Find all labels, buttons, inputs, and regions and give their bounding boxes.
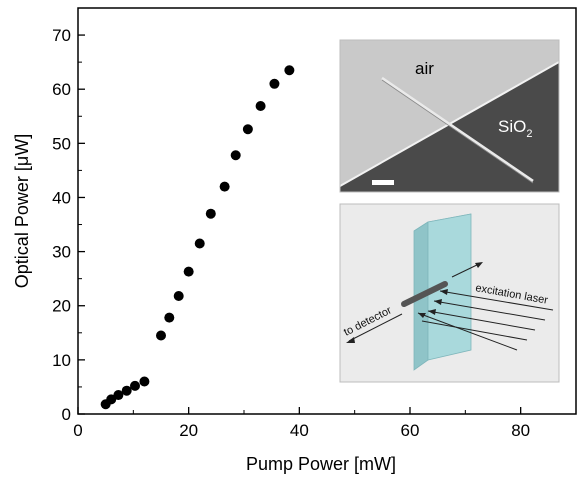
- y-axis-label: Optical Power [μW]: [12, 134, 32, 288]
- data-point: [183, 266, 194, 277]
- data-point: [205, 208, 216, 219]
- schematic-inset: excitation laser to detector: [339, 203, 560, 383]
- y-tick-label: 20: [52, 297, 71, 316]
- sem-nanowire-shadow: [381, 79, 534, 184]
- data-point: [194, 238, 205, 249]
- y-tick-label: 0: [62, 405, 71, 424]
- x-axis-label: Pump Power [mW]: [246, 454, 396, 474]
- sem-frame: [339, 39, 560, 193]
- x-axis-ticks: 0 20 40 60 80: [73, 407, 530, 440]
- data-point: [219, 181, 230, 192]
- data-point: [284, 65, 295, 76]
- sem-nanowire: [381, 76, 534, 183]
- data-point: [139, 376, 150, 387]
- sem-sio2-subscript: 2: [526, 128, 532, 140]
- x-tick-label: 80: [511, 421, 530, 440]
- data-point: [113, 390, 124, 401]
- detector-arrow: [348, 313, 403, 342]
- data-point: [129, 380, 140, 391]
- substrate-slab: [427, 213, 472, 361]
- x-tick-label: 60: [401, 421, 420, 440]
- y-tick-label: 70: [52, 26, 71, 45]
- y-tick-label: 40: [52, 188, 71, 207]
- sem-substrate-region: [340, 62, 559, 192]
- data-point: [173, 290, 184, 301]
- sem-inset: air SiO2: [339, 39, 560, 193]
- y-tick-label: 50: [52, 134, 71, 153]
- emission-arrowhead-up: [475, 262, 483, 268]
- y-axis-ticks: 0 10 20 30 40 50 60 70: [52, 26, 85, 424]
- emission-arrow-up: [451, 262, 482, 278]
- plot-frame: [77, 7, 577, 415]
- detector-arrowhead: [346, 337, 355, 343]
- scale-bar: [372, 180, 394, 185]
- data-point: [242, 124, 253, 135]
- data-series: [100, 65, 295, 410]
- excitation-arrowheads: [418, 289, 448, 318]
- data-point: [164, 312, 175, 323]
- data-point: [106, 394, 117, 405]
- data-point: [269, 78, 280, 89]
- data-point: [230, 150, 241, 161]
- data-point: [156, 330, 166, 341]
- x-tick-label: 40: [290, 421, 309, 440]
- data-point: [255, 100, 266, 111]
- x-tick-label: 20: [179, 421, 198, 440]
- excitation-arrows: [417, 290, 554, 351]
- y-tick-label: 30: [52, 243, 71, 262]
- data-point: [121, 385, 132, 396]
- y-tick-label: 60: [52, 80, 71, 99]
- x-tick-label: 0: [73, 421, 82, 440]
- sem-air-label: air: [415, 59, 434, 78]
- schematic-nanowire: [401, 281, 448, 307]
- sem-sio2-label: SiO2: [498, 117, 532, 140]
- y-tick-label: 10: [52, 351, 71, 370]
